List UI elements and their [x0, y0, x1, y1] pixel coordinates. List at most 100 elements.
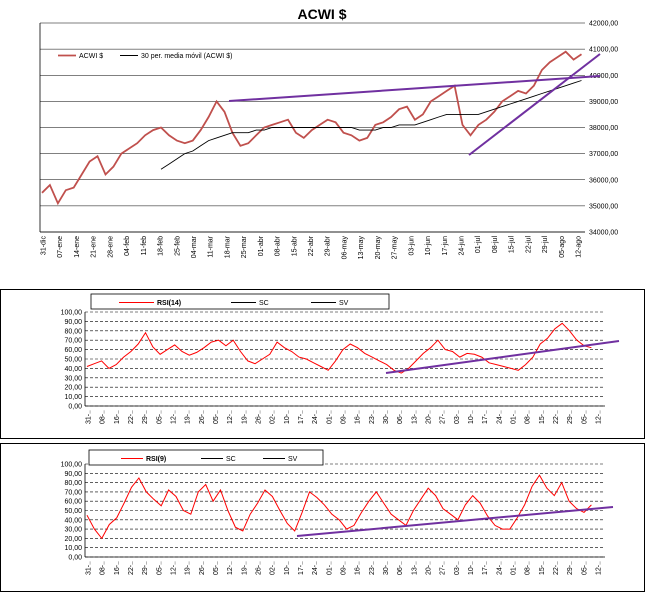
- x-tick-label: 10-..: [468, 410, 475, 424]
- x-tick-label: 17-..: [482, 561, 489, 575]
- x-tick-label: 28-ene: [107, 236, 114, 258]
- legend-label: RSI(9): [146, 456, 166, 463]
- x-tick-label: 04-feb: [124, 236, 131, 256]
- x-tick-label: 31-..: [86, 561, 93, 575]
- x-tick-label: 27-..: [440, 410, 447, 424]
- y-tick-label: 38000,00: [589, 125, 618, 132]
- y-tick-label: 100,00: [61, 310, 83, 317]
- x-tick-label: 01-..: [511, 561, 518, 575]
- x-tick-label: 29-abr: [325, 235, 332, 256]
- legend-label: 30 per. media móvil (ACWI $): [141, 53, 232, 60]
- y-tick-label: 36000,00: [589, 177, 618, 184]
- x-tick-label: 20-..: [426, 410, 433, 424]
- x-tick-label: 26-..: [199, 561, 206, 575]
- x-tick-label: 17-jun: [442, 236, 449, 256]
- x-tick-label: 10-..: [468, 561, 475, 575]
- y-tick-label: 30,00: [64, 375, 82, 382]
- x-tick-label: 14-ene: [74, 236, 81, 258]
- y-tick-label: 60,00: [64, 347, 82, 354]
- y-tick-label: 20,00: [64, 385, 82, 392]
- x-tick-label: 29-jul: [542, 236, 549, 254]
- x-tick-label: 16-..: [114, 561, 121, 575]
- x-tick-label: 12-..: [227, 561, 234, 575]
- legend-box: [90, 293, 390, 310]
- y-tick-label: 42000,00: [589, 21, 618, 28]
- x-tick-label: 11-mar: [208, 235, 215, 257]
- x-tick-label: 19-..: [185, 561, 192, 575]
- y-tick-label: 41000,00: [589, 47, 618, 54]
- x-tick-label: 15-abr: [291, 235, 298, 256]
- x-tick-label: 29-..: [567, 410, 574, 424]
- y-tick-label: 39000,00: [589, 99, 618, 106]
- x-tick-label: 24-jun: [458, 236, 465, 256]
- x-tick-label: 06-may: [341, 236, 348, 260]
- y-tick-label: 30,00: [64, 527, 82, 534]
- y-tick-label: 50,00: [64, 357, 82, 364]
- x-tick-label: 22-..: [553, 410, 560, 424]
- x-tick-label: 07-ene: [57, 236, 64, 258]
- rsi14-chart-panel: 0,00 10,00 20,00 30,00 40,00 50,00 60,00 70,00 8…: [0, 289, 645, 439]
- y-tick-label: 40000,00: [589, 73, 618, 80]
- legend-label: SV: [339, 300, 349, 307]
- x-tick-label: 01-abr: [258, 235, 265, 256]
- x-tick-label: 03-jun: [408, 236, 415, 256]
- x-tick-label: 20-may: [375, 236, 382, 260]
- x-tick-label: 31-..: [86, 410, 93, 424]
- series-line: [86, 322, 592, 374]
- x-tick-label: 03-..: [454, 561, 461, 575]
- x-tick-label: 24-..: [312, 561, 319, 575]
- x-tick-label: 05-..: [213, 561, 220, 575]
- x-tick-label: 17-..: [482, 410, 489, 424]
- y-tick-label: 40,00: [64, 366, 82, 373]
- legend-label: ACWI $: [79, 53, 103, 60]
- legend-label: RSI(14): [157, 300, 181, 307]
- x-tick-label: 17-..: [298, 561, 305, 575]
- x-tick-label: 08-..: [100, 561, 107, 575]
- x-tick-label: 23-..: [369, 410, 376, 424]
- y-tick-label: 10,00: [64, 545, 82, 552]
- x-tick-label: 05-..: [581, 410, 588, 424]
- x-tick-label: 17-..: [298, 410, 305, 424]
- x-tick-label: 13-..: [411, 410, 418, 424]
- acwi-price-chart: 34000,00 35000,00 36000,00 37000,00 38000,00…: [39, 6, 618, 260]
- x-tick-label: 15-jul: [509, 236, 516, 254]
- y-tick-label: 34000,00: [589, 230, 618, 237]
- x-tick-label: 24-..: [496, 561, 503, 575]
- x-tick-label: 22-jul: [525, 236, 532, 254]
- x-tick-label: 19-..: [185, 410, 192, 424]
- x-tick-label: 22-..: [128, 561, 135, 575]
- x-tick-label: 27-..: [440, 561, 447, 575]
- x-tick-label: 02-..: [270, 410, 277, 424]
- x-tick-label: 12-ago: [576, 236, 583, 258]
- x-tick-label: 05-..: [156, 410, 163, 424]
- y-tick-label: 0,00: [68, 404, 82, 411]
- x-tick-label: 25-mar: [241, 235, 248, 258]
- rsi9-chart: 0,00 10,00 20,00 30,00 40,00 50,00 60,00 70,00 8…: [61, 449, 614, 575]
- x-tick-label: 05-..: [213, 410, 220, 424]
- x-tick-label: 16-..: [114, 410, 121, 424]
- x-tick-label: 08-jul: [492, 236, 499, 254]
- x-tick-label: 31-dic: [41, 236, 48, 256]
- x-tick-label: 27-may: [392, 236, 399, 260]
- x-tick-label: 30-..: [383, 410, 390, 424]
- y-tick-label: 90,00: [64, 319, 82, 326]
- x-tick-label: 05-..: [581, 561, 588, 575]
- x-tick-label: 08-..: [525, 561, 532, 575]
- y-tick-label: 50,00: [64, 508, 82, 515]
- legend-label: SC: [259, 300, 269, 307]
- x-tick-label: 03-..: [454, 410, 461, 424]
- x-tick-label: 08-..: [525, 410, 532, 424]
- x-tick-label: 29-..: [142, 561, 149, 575]
- y-tick-label: 40,00: [64, 517, 82, 524]
- y-tick-label: 70,00: [64, 338, 82, 345]
- x-tick-label: 12-..: [596, 410, 603, 424]
- y-tick-label: 70,00: [64, 489, 82, 496]
- y-tick-label: 35000,00: [589, 203, 618, 210]
- y-tick-label: 100,00: [61, 462, 83, 469]
- x-tick-label: 06-..: [397, 410, 404, 424]
- x-tick-label: 24-..: [496, 410, 503, 424]
- x-tick-label: 12-..: [596, 561, 603, 575]
- y-tick-label: 20,00: [64, 536, 82, 543]
- y-tick-label: 10,00: [64, 394, 82, 401]
- rsi14-chart: 0,00 10,00 20,00 30,00 40,00 50,00 60,00 70,00 8…: [61, 293, 620, 424]
